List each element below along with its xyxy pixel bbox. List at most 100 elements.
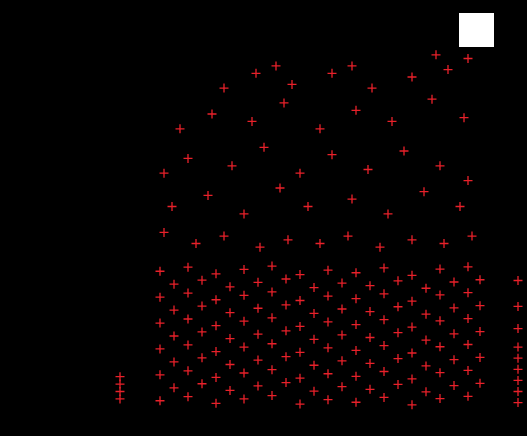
point [282, 326, 291, 335]
point [450, 381, 459, 390]
point [380, 289, 389, 298]
point [240, 343, 249, 352]
point [256, 243, 265, 252]
point [156, 319, 165, 328]
point [422, 387, 431, 396]
point [366, 385, 375, 394]
point [460, 113, 469, 122]
point [464, 340, 473, 349]
point [310, 387, 319, 396]
point [324, 395, 333, 404]
point [204, 191, 213, 200]
legend-box [459, 13, 494, 47]
point [316, 124, 325, 133]
point [366, 333, 375, 342]
point [296, 322, 305, 331]
point [170, 306, 179, 315]
point [220, 232, 229, 241]
point [468, 232, 477, 241]
point [240, 317, 249, 326]
point [156, 396, 165, 405]
point [276, 184, 285, 193]
point [198, 302, 207, 311]
point [514, 276, 523, 285]
point [514, 398, 523, 407]
point [422, 310, 431, 319]
point [436, 265, 445, 274]
point [324, 266, 333, 275]
point [476, 327, 485, 336]
point [254, 356, 263, 365]
point [348, 195, 357, 204]
point [338, 330, 347, 339]
point [268, 365, 277, 374]
point [408, 323, 417, 332]
point [198, 379, 207, 388]
point [422, 284, 431, 293]
point [268, 313, 277, 322]
point [464, 262, 473, 271]
point [184, 340, 193, 349]
point [192, 239, 201, 248]
point [296, 400, 305, 409]
point [450, 277, 459, 286]
point [436, 161, 445, 170]
point [380, 367, 389, 376]
point [338, 304, 347, 313]
point [156, 293, 165, 302]
point [436, 342, 445, 351]
point [324, 317, 333, 326]
point [348, 61, 357, 70]
point [366, 359, 375, 368]
point [240, 369, 249, 378]
point [296, 169, 305, 178]
point [394, 302, 403, 311]
point [212, 295, 221, 304]
point [368, 84, 377, 93]
point [198, 327, 207, 336]
point [170, 357, 179, 366]
point [408, 400, 417, 409]
point [380, 263, 389, 272]
point [344, 232, 353, 241]
point [338, 382, 347, 391]
point [208, 110, 217, 119]
point [282, 300, 291, 309]
point [380, 315, 389, 324]
point [310, 335, 319, 344]
point [352, 320, 361, 329]
point [338, 356, 347, 365]
point [514, 324, 523, 333]
point [514, 376, 523, 385]
point [226, 308, 235, 317]
point [450, 355, 459, 364]
point [116, 372, 125, 381]
point [254, 330, 263, 339]
point [170, 383, 179, 392]
point [380, 393, 389, 402]
point [240, 291, 249, 300]
point [176, 124, 185, 133]
point [248, 117, 257, 126]
point [184, 314, 193, 323]
point [156, 344, 165, 353]
point [440, 239, 449, 248]
point [324, 292, 333, 301]
point [384, 209, 393, 218]
point [282, 275, 291, 284]
point [212, 373, 221, 382]
point [464, 366, 473, 375]
point [352, 106, 361, 115]
point [324, 369, 333, 378]
point [400, 147, 409, 156]
point [168, 202, 177, 211]
point [282, 378, 291, 387]
point [422, 361, 431, 370]
point [296, 296, 305, 305]
point [220, 84, 229, 93]
point [328, 150, 337, 159]
point [352, 398, 361, 407]
point [366, 281, 375, 290]
point [252, 69, 261, 78]
points [116, 50, 523, 409]
